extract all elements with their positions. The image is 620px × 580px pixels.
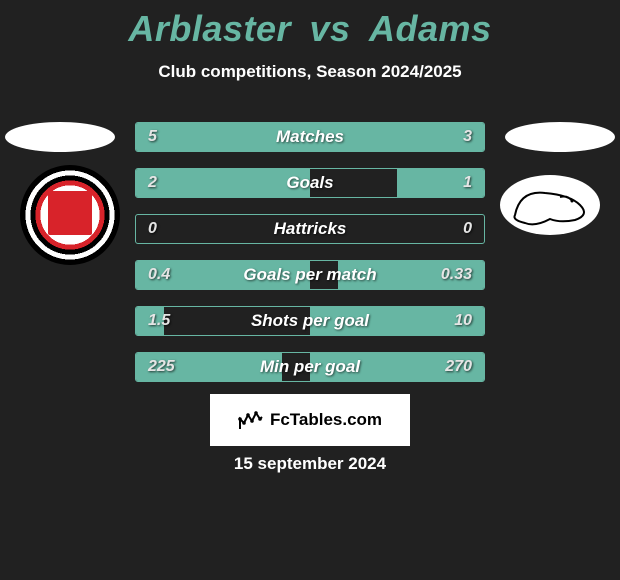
sheffield-united-crest-icon (20, 165, 120, 265)
stats-table: 5Matches32Goals10Hattricks00.4Goals per … (135, 122, 485, 398)
player-left-photo-placeholder (5, 122, 115, 152)
player-right-photo-placeholder (505, 122, 615, 152)
stat-value-left: 225 (148, 353, 175, 381)
stat-value-right: 0 (463, 215, 472, 243)
brand-text: FcTables.com (270, 410, 382, 430)
stat-row: 1.5Shots per goal10 (135, 306, 485, 336)
stat-label: Min per goal (136, 353, 484, 381)
stat-value-left: 5 (148, 123, 157, 151)
player-left-name: Arblaster (128, 8, 291, 49)
stat-label: Hattricks (136, 215, 484, 243)
stat-value-right: 1 (463, 169, 472, 197)
club-crest-right (500, 165, 600, 255)
comparison-card: Arblaster vs Adams Club competitions, Se… (0, 0, 620, 580)
brand-logo-icon (238, 409, 264, 431)
stat-row: 225Min per goal270 (135, 352, 485, 382)
brand-badge: FcTables.com (210, 394, 410, 446)
stat-value-right: 0.33 (441, 261, 472, 289)
stat-row: 0Hattricks0 (135, 214, 485, 244)
stat-value-left: 1.5 (148, 307, 170, 335)
derby-county-crest-icon (500, 175, 600, 235)
stat-row: 2Goals1 (135, 168, 485, 198)
subtitle: Club competitions, Season 2024/2025 (0, 62, 620, 82)
stat-label: Shots per goal (136, 307, 484, 335)
stat-label: Goals (136, 169, 484, 197)
date-label: 15 september 2024 (0, 454, 620, 474)
stat-label: Goals per match (136, 261, 484, 289)
club-crest-left (20, 165, 120, 255)
stat-value-right: 270 (445, 353, 472, 381)
title-vs: vs (309, 8, 350, 49)
stat-row: 5Matches3 (135, 122, 485, 152)
stat-value-right: 10 (454, 307, 472, 335)
stat-row: 0.4Goals per match0.33 (135, 260, 485, 290)
player-right-name: Adams (369, 8, 492, 49)
stat-label: Matches (136, 123, 484, 151)
stat-value-left: 0 (148, 215, 157, 243)
page-title: Arblaster vs Adams (0, 0, 620, 50)
stat-value-right: 3 (463, 123, 472, 151)
stat-value-left: 2 (148, 169, 157, 197)
stat-value-left: 0.4 (148, 261, 170, 289)
